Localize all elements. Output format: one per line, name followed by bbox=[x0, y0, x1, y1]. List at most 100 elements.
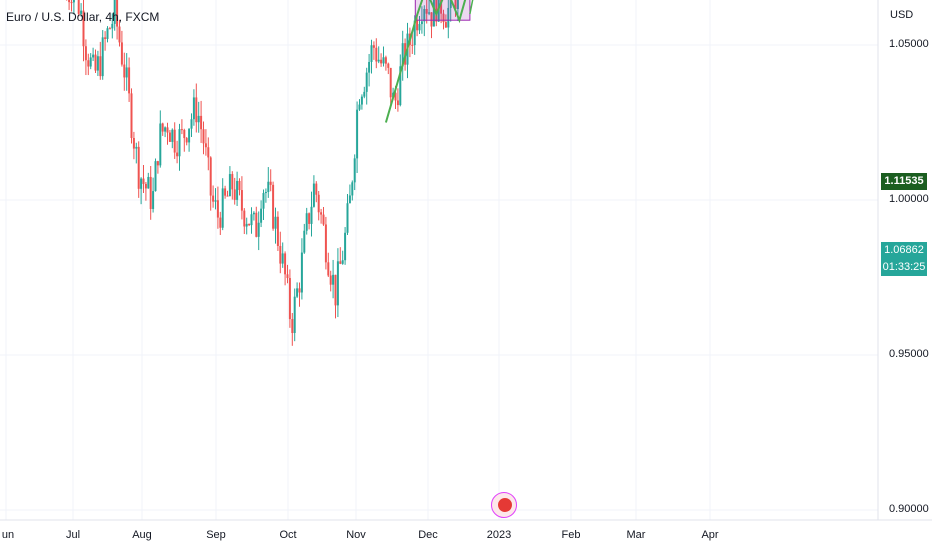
price-tick-label: 0.90000 bbox=[889, 503, 929, 515]
candle-body bbox=[274, 216, 277, 229]
chart-title: Euro / U.S. Dollar, 4h, FXCM bbox=[6, 10, 160, 24]
candle-body bbox=[209, 157, 212, 196]
candle-body bbox=[255, 212, 258, 237]
candle-body bbox=[190, 119, 193, 129]
candle-body bbox=[327, 262, 330, 276]
candle-body bbox=[305, 213, 308, 231]
candle-body bbox=[430, 12, 433, 27]
candle-body bbox=[120, 42, 123, 65]
candle-body bbox=[70, 2, 73, 4]
candle-body bbox=[267, 181, 270, 192]
candle-body bbox=[238, 180, 241, 191]
candle-body bbox=[284, 253, 287, 275]
candle-body bbox=[339, 261, 342, 264]
candle-body bbox=[288, 278, 291, 320]
candle-body bbox=[363, 91, 366, 97]
candle-body bbox=[334, 274, 337, 306]
candle-body bbox=[94, 54, 97, 71]
flag-icon-center bbox=[498, 498, 512, 512]
candle-body bbox=[171, 129, 174, 142]
bar-countdown: 01:33:25 bbox=[882, 261, 926, 273]
candle-body bbox=[200, 115, 203, 130]
candle-body bbox=[332, 274, 335, 285]
candle-body bbox=[202, 129, 205, 144]
candle-body bbox=[303, 230, 306, 253]
candle-body bbox=[440, 0, 443, 14]
candle-body bbox=[300, 252, 303, 293]
currency-label: USD bbox=[890, 9, 914, 21]
time-tick-label: 2023 bbox=[486, 529, 512, 541]
price-tick-label: 1.05000 bbox=[889, 38, 929, 50]
candle-body bbox=[365, 72, 368, 92]
candle-body bbox=[382, 57, 385, 64]
us-flag-event-icon[interactable] bbox=[491, 492, 517, 518]
candle-body bbox=[144, 183, 147, 189]
candle-body bbox=[192, 97, 195, 120]
candle-body bbox=[137, 146, 140, 189]
time-tick-label: Jul bbox=[65, 529, 81, 541]
candle-body bbox=[180, 129, 183, 131]
candle-body bbox=[456, 0, 459, 10]
price-tick-label: 0.95000 bbox=[889, 348, 929, 360]
candle-body bbox=[168, 132, 171, 142]
candle-body bbox=[341, 260, 344, 264]
time-tick-label: Sep bbox=[206, 529, 226, 541]
candle-body bbox=[195, 97, 198, 123]
candle-body bbox=[310, 206, 313, 224]
candle-body bbox=[236, 180, 239, 200]
candle-body bbox=[87, 60, 90, 67]
candle-body bbox=[68, 0, 71, 3]
candle-body bbox=[411, 44, 414, 46]
annotations bbox=[384, 0, 474, 123]
candle-body bbox=[154, 161, 157, 192]
candle-body bbox=[185, 138, 188, 143]
time-tick-label: Dec bbox=[418, 529, 438, 541]
candle-body bbox=[399, 66, 402, 106]
current-price-value: 1.06862 bbox=[884, 244, 924, 256]
candle-body bbox=[252, 212, 255, 215]
candle-body bbox=[243, 210, 246, 227]
candle-body bbox=[413, 20, 416, 46]
candle-body bbox=[77, 0, 80, 14]
trend-path bbox=[384, 0, 467, 123]
candle-body bbox=[308, 213, 311, 224]
candle-body bbox=[135, 146, 138, 149]
candle-body bbox=[178, 129, 181, 157]
candle-body bbox=[125, 67, 128, 78]
candle-body bbox=[322, 214, 325, 225]
candle-body bbox=[358, 104, 361, 110]
grid bbox=[0, 0, 878, 520]
candle-body bbox=[418, 24, 421, 31]
candle-body bbox=[298, 288, 301, 293]
candle-body bbox=[370, 45, 373, 62]
candle-body bbox=[372, 45, 375, 48]
candle-body bbox=[212, 195, 215, 202]
candle-body bbox=[183, 129, 186, 139]
time-tick-label: Nov bbox=[346, 529, 366, 541]
candle-body bbox=[72, 0, 75, 3]
candle-body bbox=[324, 224, 327, 263]
candle-body bbox=[116, 0, 119, 27]
candle-body bbox=[82, 10, 85, 47]
candle-body bbox=[293, 296, 296, 334]
candle-body bbox=[161, 123, 164, 132]
candle-body bbox=[336, 261, 339, 306]
candle-body bbox=[394, 92, 397, 101]
candle-body bbox=[425, 8, 428, 14]
candle-body bbox=[113, 0, 116, 24]
candle-body bbox=[99, 56, 102, 77]
candle-body bbox=[250, 214, 253, 226]
candle-body bbox=[96, 56, 99, 71]
candle-body bbox=[384, 57, 387, 64]
candle-body bbox=[248, 223, 251, 226]
candle-body bbox=[92, 54, 95, 58]
candle-body bbox=[219, 217, 222, 228]
candle-body bbox=[216, 200, 219, 218]
candle-body bbox=[111, 23, 114, 29]
candle-body bbox=[152, 191, 155, 209]
candle-body bbox=[204, 143, 207, 148]
candle-body bbox=[123, 64, 126, 78]
projection-arrow-line bbox=[469, 0, 474, 15]
